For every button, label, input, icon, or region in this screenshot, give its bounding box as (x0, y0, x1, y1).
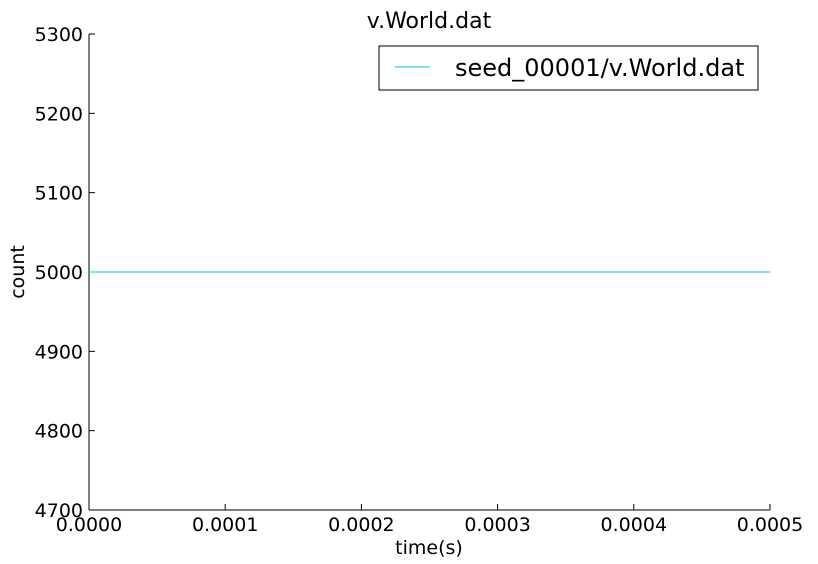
legend-label: seed_00001/v.World.dat (455, 54, 744, 82)
y-tick-label: 4800 (35, 421, 83, 443)
legend: seed_00001/v.World.dat (378, 45, 759, 91)
y-tick-label: 5200 (35, 103, 83, 125)
x-tick-label: 0.0004 (601, 514, 667, 536)
x-tick-label: 0.0000 (56, 514, 122, 536)
x-axis-label: time(s) (395, 537, 463, 559)
y-ticks: 4700 4800 4900 5000 5100 5200 5300 (35, 24, 95, 522)
y-tick-label: 4700 (35, 500, 83, 522)
x-tick-label: 0.0001 (192, 514, 258, 536)
y-tick-label: 5000 (35, 262, 83, 284)
chart-title: v.World.dat (367, 9, 492, 34)
y-tick-label: 5300 (35, 24, 83, 46)
y-tick-label: 4900 (35, 341, 83, 363)
legend-box (378, 45, 759, 91)
y-tick-label: 5100 (35, 183, 83, 205)
x-tick-label: 0.0005 (737, 514, 803, 536)
x-tick-label: 0.0002 (328, 514, 394, 536)
x-ticks: 0.0000 0.0001 0.0002 0.0003 0.0004 0.0005 (56, 504, 803, 536)
x-tick-label: 0.0003 (464, 514, 530, 536)
y-axis-label: count (7, 245, 29, 299)
